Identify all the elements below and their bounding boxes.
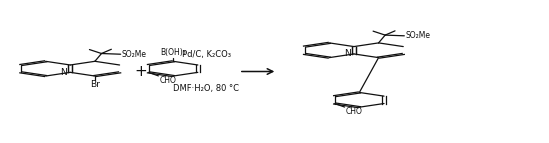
Text: Br: Br <box>90 80 100 89</box>
Text: CHO: CHO <box>346 107 362 116</box>
Text: B(OH)₂: B(OH)₂ <box>160 48 186 57</box>
Text: N: N <box>344 49 351 58</box>
Text: N: N <box>60 68 67 77</box>
Text: CHO: CHO <box>159 76 176 85</box>
Text: Pd/C, K₂CO₃: Pd/C, K₂CO₃ <box>182 50 231 59</box>
Text: SO₂Me: SO₂Me <box>122 50 147 59</box>
Text: SO₂Me: SO₂Me <box>405 31 430 40</box>
Text: DMF·H₂O, 80 °C: DMF·H₂O, 80 °C <box>173 84 239 93</box>
Text: +: + <box>134 64 147 79</box>
